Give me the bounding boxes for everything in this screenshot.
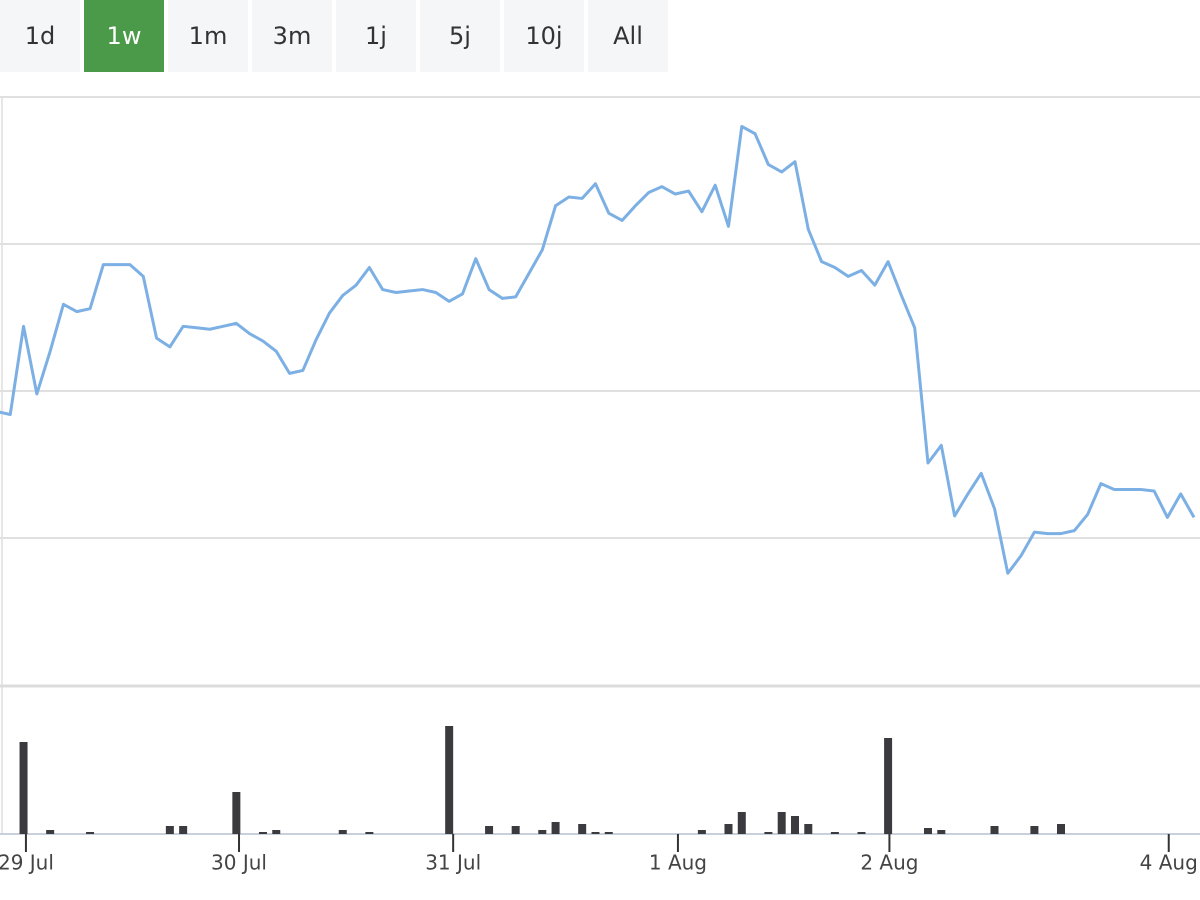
volume-bar <box>764 832 773 834</box>
volume-bar <box>258 832 267 834</box>
volume-bar <box>923 828 932 834</box>
volume-bar <box>365 832 374 834</box>
volume-bar <box>86 832 95 834</box>
range-button[interactable]: 1j <box>336 0 416 72</box>
volume-bar <box>1030 826 1039 834</box>
range-button[interactable]: 5j <box>420 0 500 72</box>
volume-bar <box>272 830 281 834</box>
volume-bar <box>232 792 241 834</box>
volume-bar <box>511 826 520 834</box>
volume-bar <box>538 830 547 834</box>
volume-bar <box>485 826 494 834</box>
range-button[interactable]: 1d <box>0 0 80 72</box>
range-button[interactable]: 3m <box>252 0 332 72</box>
x-tick-label: 31 Jul <box>425 851 481 875</box>
volume-bar <box>1057 824 1066 834</box>
range-button[interactable]: All <box>588 0 668 72</box>
volume-bar <box>46 830 55 834</box>
volume-bar <box>604 832 613 834</box>
volume-bar <box>19 742 28 834</box>
range-button[interactable]: 10j <box>504 0 584 72</box>
volume-bar <box>445 726 454 834</box>
volume-bar <box>551 822 560 834</box>
volume-bar <box>884 738 893 834</box>
volume-bar <box>790 816 799 834</box>
range-buttons: 1d 1w 1m 3m 1j 5j 10j All <box>0 0 668 72</box>
volume-bar <box>179 826 188 834</box>
x-tick-label: 29 Jul <box>0 851 54 875</box>
x-tick-label: 30 Jul <box>211 851 267 875</box>
x-tick-label: 1 Aug <box>649 851 707 875</box>
range-button[interactable]: 1w <box>84 0 164 72</box>
volume-bar <box>804 824 813 834</box>
volume-bar <box>990 826 999 834</box>
volume-bar <box>857 832 866 834</box>
x-tick-label: 2 Aug <box>860 851 918 875</box>
volume-bar <box>724 824 733 834</box>
volume-bar <box>591 832 600 834</box>
x-tick-label: 4 Aug <box>1140 851 1198 875</box>
volume-bar <box>165 826 174 834</box>
volume-bar <box>830 832 839 834</box>
volume-bar <box>338 830 347 834</box>
volume-bar <box>578 824 587 834</box>
price-line <box>0 124 1196 575</box>
volume-bar <box>697 830 706 834</box>
volume-bar <box>777 812 786 834</box>
range-button[interactable]: 1m <box>168 0 248 72</box>
volume-bar <box>937 830 946 834</box>
volume-bar <box>737 812 746 834</box>
